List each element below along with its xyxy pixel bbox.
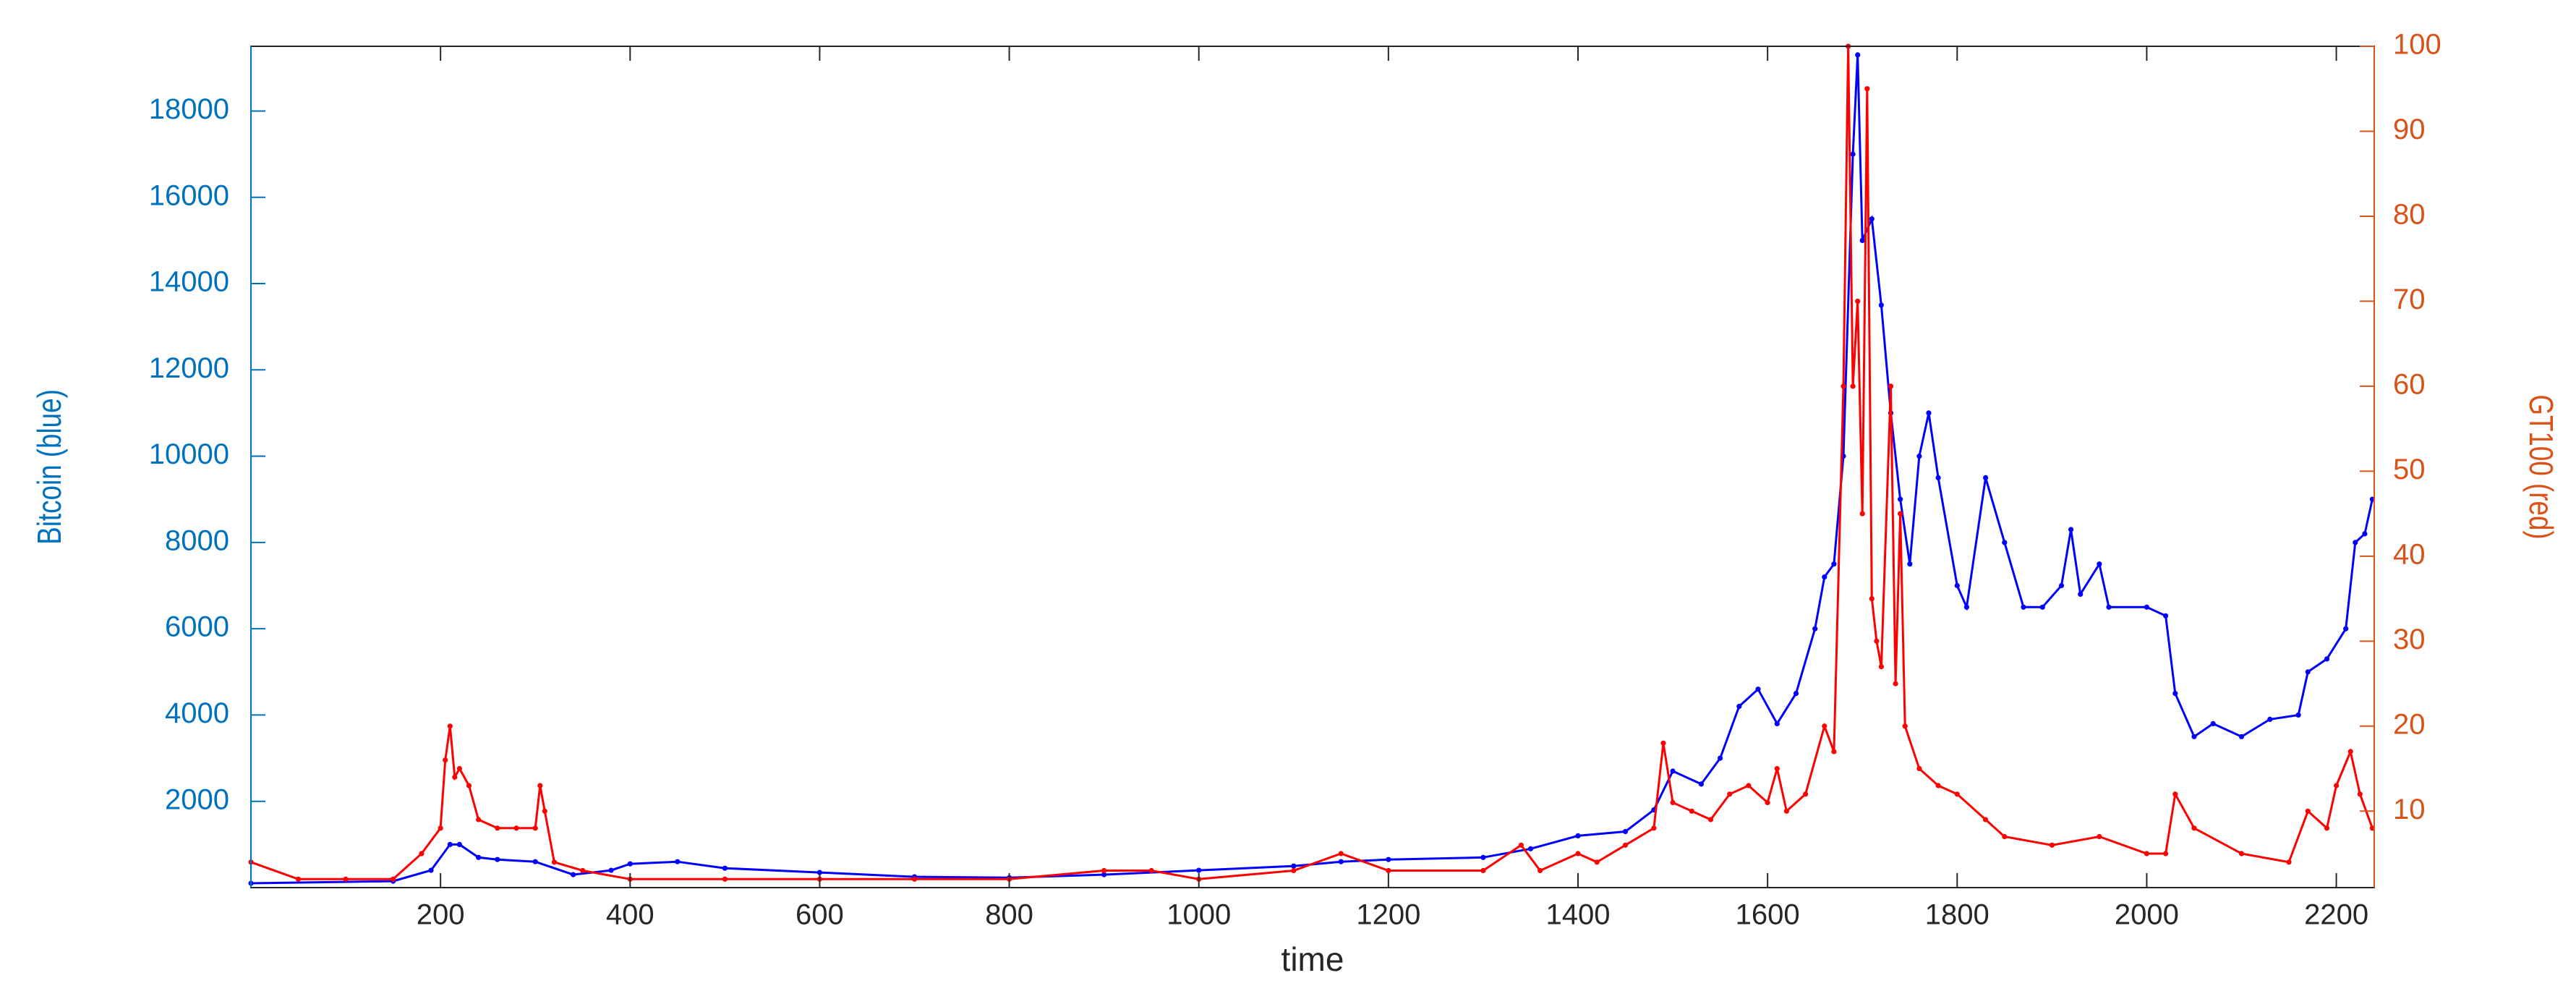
y-tick-label: 6000 <box>165 611 229 643</box>
x-tick-label: 1000 <box>1167 899 1231 931</box>
x-tick-label: 1200 <box>1356 899 1420 931</box>
x-tick-label: 200 <box>417 899 465 931</box>
y2-tick-label: 90 <box>2393 114 2426 145</box>
y-tick-label: 10000 <box>149 438 229 470</box>
y-tick-label: 16000 <box>149 179 229 211</box>
y-tick-label: 4000 <box>165 697 229 729</box>
x-tick-label: 1600 <box>1736 899 1800 931</box>
y-tick-label: 18000 <box>149 93 229 125</box>
x-tick-label: 1400 <box>1546 899 1611 931</box>
x-tick-label: 600 <box>796 899 844 931</box>
x-tick-label: 2200 <box>2304 899 2368 931</box>
x-tick-label: 800 <box>985 899 1033 931</box>
y2-axis-label: GT100 (red) <box>2522 394 2560 539</box>
y-axis-label: Bitcoin (blue) <box>30 389 68 545</box>
x-tick-label: 400 <box>606 899 654 931</box>
y2-tick-label: 50 <box>2393 454 2426 485</box>
y2-tick-label: 80 <box>2393 199 2426 231</box>
y2-tick-label: 60 <box>2393 368 2426 400</box>
y2-tick-label: 100 <box>2393 29 2441 61</box>
y-tick-label: 8000 <box>165 524 229 556</box>
series-line <box>248 43 2375 882</box>
x-tick-label: 1800 <box>1925 899 1989 931</box>
y-tick-label: 2000 <box>165 783 229 815</box>
x-axis-label: time <box>1281 940 1344 978</box>
y2-tick-label: 20 <box>2393 708 2426 740</box>
y2-tick-label: 10 <box>2393 794 2426 825</box>
y2-tick-label: 30 <box>2393 624 2426 655</box>
y2-tick-label: 40 <box>2393 538 2426 570</box>
y-tick-label: 12000 <box>149 352 229 384</box>
y2-tick-label: 70 <box>2393 284 2426 315</box>
x-tick-label: 2000 <box>2115 899 2179 931</box>
y-tick-label: 14000 <box>149 266 229 298</box>
